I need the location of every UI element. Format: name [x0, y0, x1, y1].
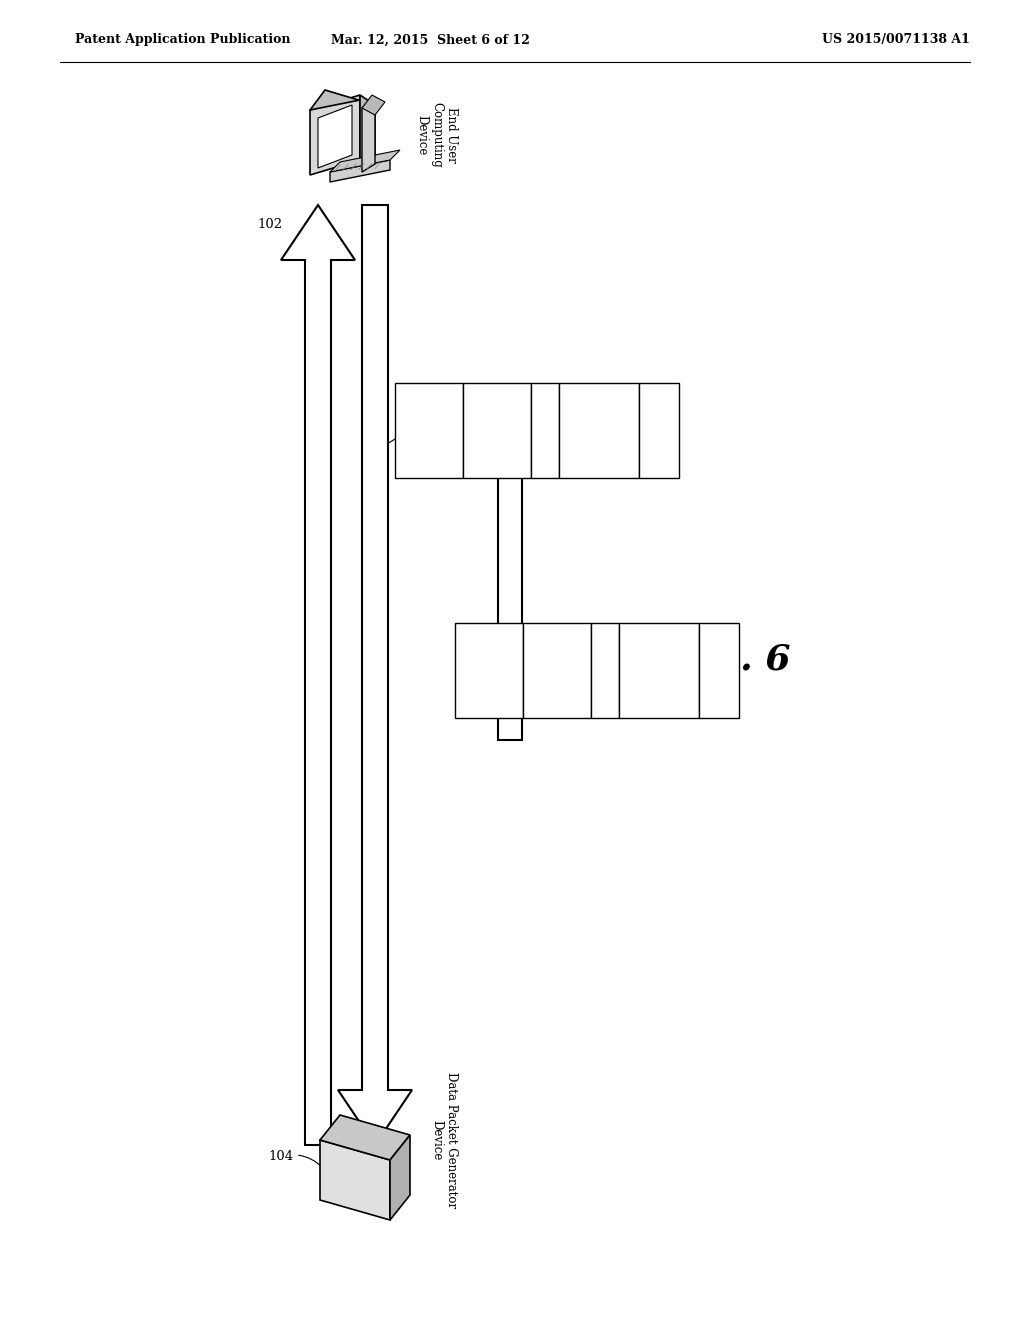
Polygon shape [310, 95, 360, 176]
Bar [463, 383, 531, 478]
Text: End User
Computing
Device: End User Computing Device [415, 102, 458, 168]
Text: CRC: CRC [708, 665, 731, 675]
Text: DPGD
Device Addr: DPGD Device Addr [525, 660, 589, 680]
Text: 102: 102 [257, 219, 283, 231]
Text: Query Device
Request: Query Device Request [624, 660, 694, 680]
Bar [531, 383, 559, 478]
Text: US 2015/0071138 A1: US 2015/0071138 A1 [822, 33, 970, 46]
Polygon shape [476, 411, 544, 741]
Text: Mar. 12, 2015  Sheet 6 of 12: Mar. 12, 2015 Sheet 6 of 12 [331, 33, 529, 46]
Bar [523, 623, 591, 718]
Text: ...: ... [540, 425, 550, 434]
Polygon shape [330, 160, 390, 182]
Bar [559, 383, 639, 478]
Polygon shape [390, 1135, 410, 1220]
Polygon shape [319, 1140, 390, 1220]
Polygon shape [318, 106, 352, 168]
Text: 103: 103 [379, 420, 428, 449]
Text: 104: 104 [268, 1150, 324, 1168]
Text: Data Packet Generator
Device: Data Packet Generator Device [430, 1072, 458, 1208]
Polygon shape [362, 100, 375, 172]
Text: Patent Application Publication: Patent Application Publication [75, 33, 291, 46]
Polygon shape [362, 95, 385, 115]
Text: End User
MAC Addr: End User MAC Addr [462, 660, 516, 680]
Polygon shape [360, 95, 375, 170]
Polygon shape [319, 1115, 410, 1160]
Polygon shape [330, 150, 400, 172]
Text: End User
MAC Addr: End User MAC Addr [469, 420, 524, 440]
Text: CRC: CRC [647, 425, 671, 434]
Bar [618, 623, 699, 718]
Bar [591, 623, 618, 718]
Text: DPGD
Device Addr: DPGD Device Addr [397, 420, 461, 440]
Bar [639, 383, 679, 478]
Bar [455, 623, 523, 718]
Polygon shape [310, 90, 375, 110]
Text: ...: ... [600, 665, 610, 675]
Bar [395, 383, 463, 478]
Text: Query Device
Request: Query Device Request [563, 420, 635, 440]
Polygon shape [338, 205, 412, 1144]
Polygon shape [281, 205, 355, 1144]
Text: FIG. 6: FIG. 6 [669, 643, 792, 677]
Bar [699, 623, 739, 718]
